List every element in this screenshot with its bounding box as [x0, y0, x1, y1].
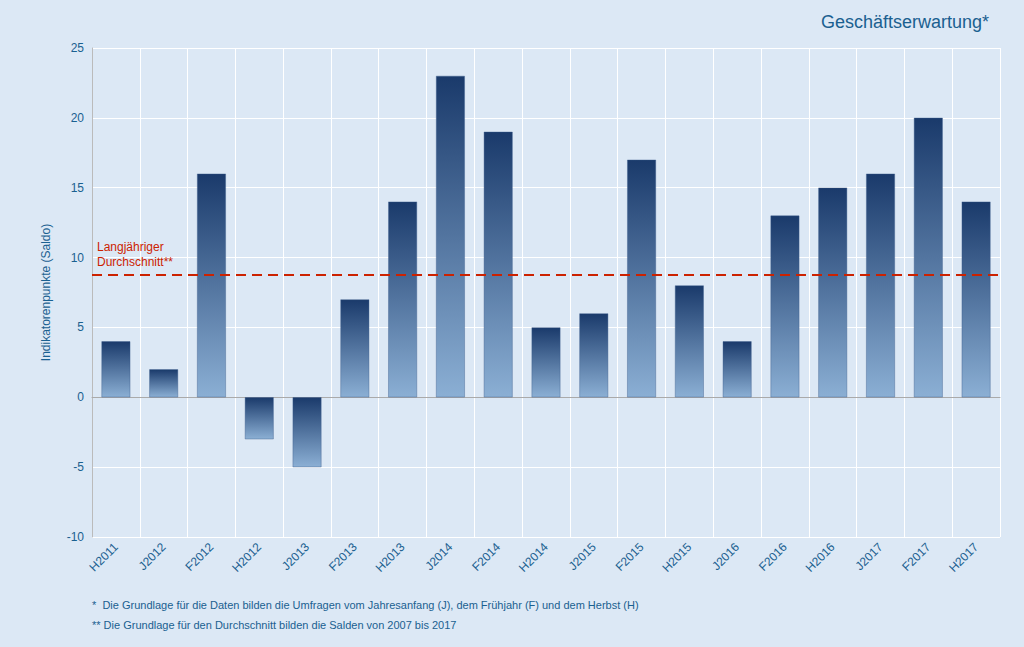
svg-text:J2015: J2015: [566, 540, 599, 573]
svg-text:-10: -10: [67, 530, 85, 544]
svg-text:J2013: J2013: [279, 540, 312, 573]
svg-text:10: 10: [71, 251, 85, 265]
svg-text:J2017: J2017: [852, 540, 885, 573]
svg-text:F2013: F2013: [326, 540, 360, 574]
svg-text:H2011: H2011: [87, 540, 121, 574]
svg-text:F2012: F2012: [182, 540, 216, 574]
svg-text:H2014: H2014: [516, 540, 551, 575]
svg-text:Indikatorenpunkte (Saldo): Indikatorenpunkte (Saldo): [39, 224, 53, 361]
svg-text:H2012: H2012: [229, 540, 264, 575]
svg-text:-5: -5: [73, 460, 84, 474]
svg-text:F2017: F2017: [899, 540, 933, 574]
svg-text:25: 25: [71, 41, 85, 55]
svg-text:H2017: H2017: [946, 540, 981, 575]
svg-text:Geschäftserwartung*: Geschäftserwartung*: [821, 12, 989, 32]
svg-text:20: 20: [71, 111, 85, 125]
svg-text:J2012: J2012: [136, 540, 169, 573]
svg-text:** Die Grundlage für den Durch: ** Die Grundlage für den Durchschnitt bi…: [92, 619, 456, 631]
svg-text:F2016: F2016: [756, 540, 790, 574]
svg-text:5: 5: [77, 320, 84, 334]
svg-text:H2015: H2015: [659, 540, 694, 575]
svg-text:F2014: F2014: [469, 540, 503, 574]
svg-text:J2016: J2016: [709, 540, 742, 573]
svg-text:15: 15: [71, 181, 85, 195]
svg-text:J2014: J2014: [422, 540, 455, 573]
svg-text:H2016: H2016: [803, 540, 838, 575]
svg-text:Durchschnitt**: Durchschnitt**: [97, 255, 173, 269]
svg-text:H2013: H2013: [373, 540, 408, 575]
svg-text:* Die Grundlage für die Daten: * Die Grundlage für die Daten bilden die…: [92, 599, 639, 611]
svg-text:F2015: F2015: [613, 540, 647, 574]
svg-text:Langjähriger: Langjähriger: [97, 240, 164, 254]
svg-text:0: 0: [77, 390, 84, 404]
